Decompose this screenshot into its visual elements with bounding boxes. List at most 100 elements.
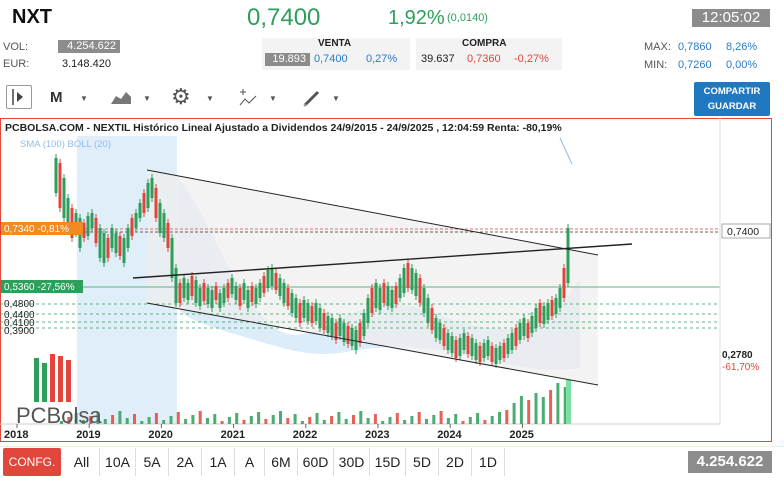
- vol-label: VOL:: [3, 41, 29, 53]
- area-chart-icon[interactable]: [110, 88, 132, 106]
- candle-body: [498, 346, 502, 360]
- candle-body: [222, 288, 226, 303]
- volume-bar: [89, 416, 93, 424]
- volume-bar: [96, 412, 100, 424]
- candle-body: [374, 283, 378, 308]
- period-button-10a[interactable]: 10A: [100, 448, 136, 476]
- chevron-down-icon[interactable]: ▼: [269, 94, 277, 103]
- period-button-60d[interactable]: 60D: [298, 448, 334, 476]
- period-button-2d[interactable]: 2D: [439, 448, 472, 476]
- chevron-down-icon[interactable]: ▼: [332, 94, 340, 103]
- volume-bar: [257, 412, 261, 424]
- candle-body: [482, 343, 486, 358]
- volume-bar: [154, 413, 158, 424]
- candle-body: [302, 300, 306, 318]
- candle-body: [438, 323, 442, 340]
- candle-body: [306, 303, 310, 321]
- candle-body: [334, 323, 338, 340]
- period-button-2a[interactable]: 2A: [169, 448, 202, 476]
- volume-bar: [147, 417, 151, 424]
- chevron-down-icon[interactable]: ▼: [206, 94, 214, 103]
- candle-body: [386, 286, 390, 306]
- candle-body: [418, 278, 422, 303]
- period-button-1a[interactable]: 1A: [202, 448, 235, 476]
- period-button-5a[interactable]: 5A: [136, 448, 169, 476]
- candle-body: [366, 298, 370, 323]
- volume-bar: [439, 411, 443, 424]
- period-selector[interactable]: M: [50, 89, 63, 106]
- chevron-down-icon[interactable]: ▼: [143, 94, 151, 103]
- volume-bar: [337, 412, 341, 424]
- candle-body: [286, 288, 290, 306]
- volume-bar: [519, 396, 523, 424]
- candle-body: [162, 213, 166, 238]
- bollinger-bands: [77, 136, 598, 424]
- resistance-trendline: [132, 243, 633, 279]
- volume-bar: [286, 418, 290, 424]
- price-chart[interactable]: PCBolsa PCBOLSA.COM - NEXTIL Histórico L…: [0, 118, 784, 446]
- candle-body: [518, 323, 522, 340]
- logo-text: PCBolsa: [16, 403, 102, 428]
- candle-body: [182, 278, 186, 298]
- volume-bar: [220, 421, 224, 424]
- gear-icon[interactable]: ⚙: [171, 84, 191, 109]
- candle-body: [310, 306, 314, 323]
- candle-body: [458, 338, 462, 356]
- candle-body: [138, 203, 142, 218]
- candle-body: [134, 213, 138, 228]
- volume-bar: [476, 413, 480, 424]
- candle-body: [278, 278, 282, 296]
- candle-body: [290, 293, 294, 313]
- volume-bar: [498, 412, 501, 424]
- candle-body: [394, 286, 398, 304]
- logo-bar: [66, 360, 71, 402]
- logo-bar: [42, 363, 47, 402]
- volume-bar: [417, 412, 421, 424]
- share-save-button[interactable]: COMPARTIR GUARDAR: [694, 82, 770, 116]
- volume-bar: [446, 418, 450, 424]
- volume-bar: [169, 416, 173, 424]
- candle-body: [410, 268, 414, 290]
- candle-body: [122, 238, 126, 263]
- sell-label: VENTA: [318, 38, 352, 49]
- max-value: 0,7860: [678, 41, 712, 53]
- period-button-6m[interactable]: 6M: [265, 448, 298, 476]
- period-button-1d[interactable]: 1D: [472, 448, 505, 476]
- volume-bar: [344, 419, 348, 424]
- volume-bar: [454, 414, 458, 424]
- candle-body: [314, 303, 318, 321]
- candle-body: [150, 178, 154, 198]
- panel-toggle-button[interactable]: [6, 85, 32, 109]
- volume-bar: [300, 421, 304, 424]
- volume-bar: [125, 418, 129, 424]
- upper-trendline: [146, 169, 599, 256]
- period-button-a[interactable]: A: [235, 448, 265, 476]
- config-button[interactable]: CONFG.: [3, 448, 61, 476]
- candle-body: [362, 313, 366, 336]
- chevron-down-icon[interactable]: ▼: [80, 94, 88, 103]
- candle-body: [502, 343, 506, 358]
- candle-body: [110, 228, 114, 248]
- change-percent: 1,92%: [388, 7, 445, 29]
- candle-body: [422, 288, 426, 313]
- buy-pct: -0,27%: [514, 53, 549, 65]
- period-button-all[interactable]: All: [64, 448, 100, 476]
- period-button-5d[interactable]: 5D: [406, 448, 439, 476]
- max-pct: 8,26%: [726, 41, 758, 53]
- channel-fill: [147, 170, 598, 385]
- candle-body: [274, 273, 278, 290]
- candle-body: [102, 233, 106, 263]
- volume-bar: [242, 420, 246, 424]
- pencil-icon[interactable]: [302, 88, 322, 108]
- min-value: 0,7260: [678, 59, 712, 71]
- candle-body: [426, 298, 430, 323]
- volume-bar: [133, 414, 136, 424]
- period-button-30d[interactable]: 30D: [334, 448, 370, 476]
- volume-bar: [425, 419, 428, 424]
- indicators-icon[interactable]: [238, 88, 258, 108]
- volume-bar: [206, 418, 209, 424]
- volume-bar: [235, 413, 239, 424]
- volume-bar: [162, 420, 166, 424]
- period-button-15d[interactable]: 15D: [370, 448, 406, 476]
- x-tick-2020: 2020: [148, 429, 172, 441]
